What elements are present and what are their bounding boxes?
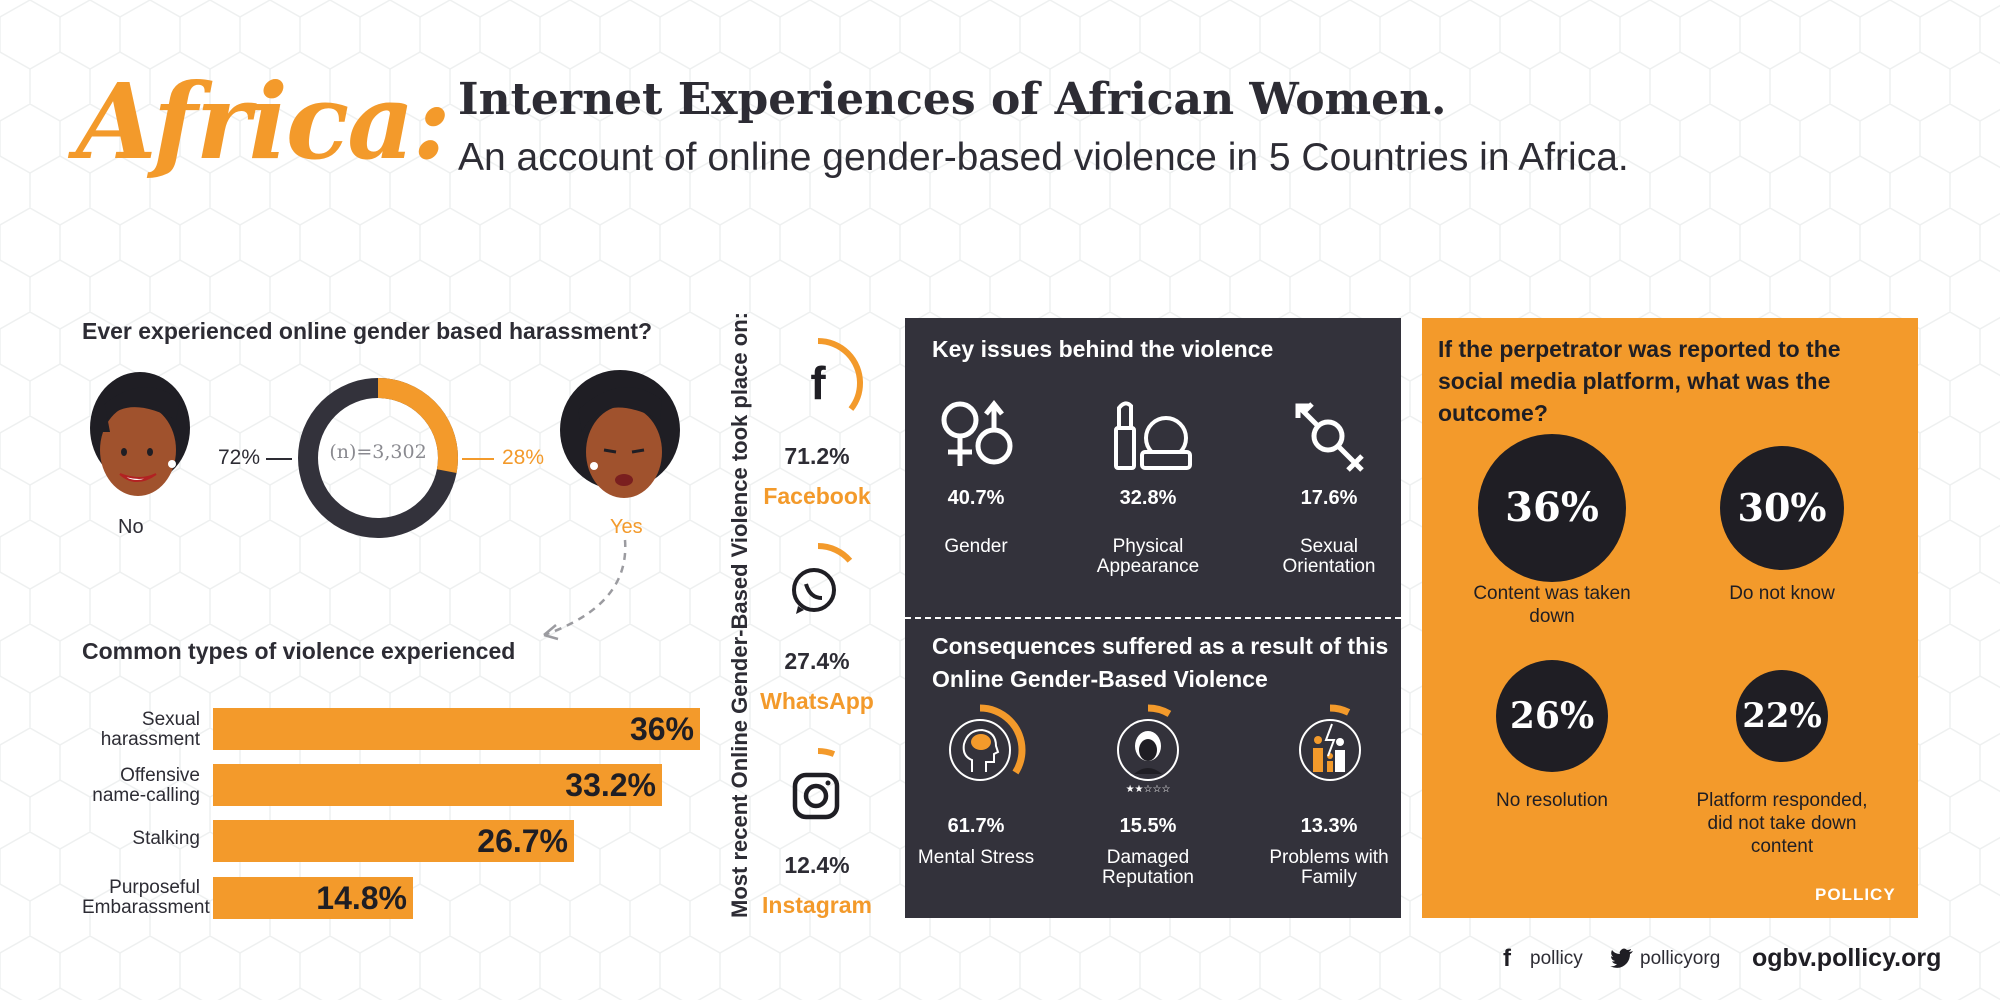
violence-bar: 26.7% xyxy=(213,820,574,862)
mental-stress-arc xyxy=(934,704,1026,796)
svg-text:f: f xyxy=(810,357,826,409)
violence-bar: 36% xyxy=(213,708,700,750)
facebook-percentage: 71.2% xyxy=(784,443,850,469)
transgender-symbol-icon xyxy=(1295,402,1364,472)
consequences-heading-line2: Online Gender-Based Violence xyxy=(932,666,1268,692)
svg-text:★★☆☆☆: ★★☆☆☆ xyxy=(1126,784,1171,795)
mental-stress-label: Mental Stress xyxy=(917,847,1035,868)
broken-family-icon xyxy=(1284,704,1376,796)
gender-percentage: 40.7% xyxy=(947,487,1005,509)
platforms-heading: Most recent Online Gender-Based Violence… xyxy=(727,312,752,918)
whatsapp-label: WhatsApp xyxy=(760,688,874,714)
violence-bar: 33.2% xyxy=(213,764,662,806)
facebook-label: Facebook xyxy=(763,483,871,509)
twitter-handle[interactable]: pollicyorg xyxy=(1640,948,1721,969)
gender-label: Gender xyxy=(944,536,1008,557)
no-label: No xyxy=(118,516,144,538)
makeup-icon xyxy=(1114,401,1192,470)
orientation-label: Sexual Orientation xyxy=(1282,536,1376,577)
twitter-icon xyxy=(1610,948,1633,968)
woman-smiling-icon xyxy=(90,372,190,496)
instagram-icon xyxy=(773,748,863,838)
family-percentage: 13.3% xyxy=(1300,815,1358,837)
region-title: Africa: xyxy=(76,60,451,183)
website-url[interactable]: ogbv.pollicy.org xyxy=(1752,944,1942,972)
donut-yes-segment xyxy=(298,378,458,538)
page-subtitle: An account of online gender-based violen… xyxy=(458,136,1629,179)
gender-symbols-icon xyxy=(941,400,1013,466)
violence-type-label: Offensive name-calling xyxy=(92,765,200,806)
page-title: Internet Experiences of African Women. xyxy=(458,74,1447,125)
violence-types-heading: Common types of violence experienced xyxy=(82,638,516,664)
violence-type-label: Stalking xyxy=(132,828,200,849)
mental-stress-percentage: 61.7% xyxy=(947,815,1005,837)
dashed-arrow xyxy=(543,539,627,641)
pollicy-logo: POLLICY xyxy=(1815,885,1896,904)
outcome-panel xyxy=(1422,318,1918,918)
platforms-heading-container: Most recent Online Gender-Based Violence… xyxy=(727,312,752,918)
woman-sad-icon xyxy=(560,370,680,498)
instagram-label: Instagram xyxy=(762,892,872,918)
key-issues-heading: Key issues behind the violence xyxy=(932,336,1274,362)
violence-type-label: Sexual harassment xyxy=(100,709,200,750)
violence-type-label: Purposeful Embarassment xyxy=(82,877,210,918)
outcome-circle-taken-down: 36% xyxy=(1478,434,1626,582)
outcome-circle-do-not-know: 30% xyxy=(1720,446,1844,570)
no-percentage: 72% xyxy=(218,446,261,469)
harassment-question: Ever experienced online gender based har… xyxy=(82,318,653,344)
outcome-label-no-resolution: No resolution xyxy=(1496,790,1608,811)
yes-percentage: 28% xyxy=(502,446,545,469)
whatsapp-icon xyxy=(773,543,863,633)
violence-bar-value: 26.7% xyxy=(477,823,568,859)
facebook-share-arc xyxy=(773,338,863,428)
woman-rating-icon: ★★☆☆☆ xyxy=(1102,704,1194,796)
brain-head-icon xyxy=(934,704,1026,796)
violence-bar-value: 33.2% xyxy=(565,767,656,803)
sample-size: (n)=3,302 xyxy=(329,441,427,463)
outcome-label-do-not-know: Do not know xyxy=(1729,583,1835,604)
no-leader-line xyxy=(266,458,292,460)
family-label: Problems with Family xyxy=(1269,847,1389,888)
facebook-footer-icon: f xyxy=(1503,945,1511,972)
reputation-percentage: 15.5% xyxy=(1119,815,1177,837)
outcome-question: If the perpetrator was reported to the s… xyxy=(1438,336,1841,427)
whatsapp-percentage: 27.4% xyxy=(784,648,850,674)
outcome-label-taken-down: Content was taken down xyxy=(1473,583,1631,627)
panel-divider xyxy=(905,617,1401,619)
family-arc xyxy=(1284,704,1376,796)
yes-leader-line xyxy=(462,458,494,460)
facebook-icon: f xyxy=(773,338,863,428)
reputation-label: Damaged Reputation xyxy=(1102,847,1194,888)
violence-bar: 14.8% xyxy=(213,877,413,919)
outcome-circle-no-resolution: 26% xyxy=(1496,660,1608,772)
consequences-heading-line1: Consequences suffered as a result of thi… xyxy=(932,633,1389,659)
instagram-share-arc xyxy=(773,748,863,838)
appearance-percentage: 32.8% xyxy=(1119,487,1177,509)
outcome-label-no-takedown: Platform responded, did not take down co… xyxy=(1696,790,1868,857)
whatsapp-share-arc xyxy=(773,543,863,633)
harassment-donut-chart xyxy=(298,378,458,538)
facebook-handle[interactable]: pollicy xyxy=(1530,948,1583,969)
orientation-percentage: 17.6% xyxy=(1300,487,1358,509)
appearance-label: Physical Appearance xyxy=(1096,536,1200,577)
instagram-percentage: 12.4% xyxy=(784,852,850,878)
yes-label: Yes xyxy=(610,516,643,538)
violence-bar-value: 36% xyxy=(629,711,694,747)
violence-bar-value: 14.8% xyxy=(316,880,407,916)
reputation-arc xyxy=(1102,704,1194,796)
outcome-circle-no-takedown: 22% xyxy=(1736,670,1828,762)
